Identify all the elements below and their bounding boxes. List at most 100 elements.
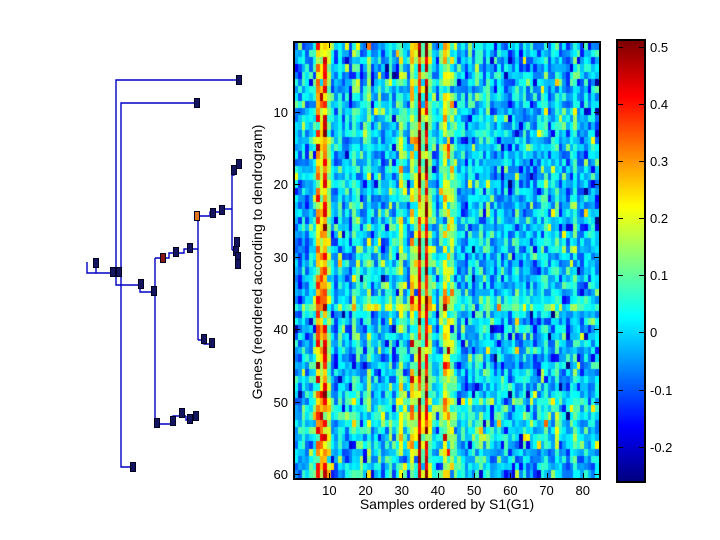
x-tick-label: 10 [322,483,337,498]
axis-tick [594,184,599,186]
dendrogram-node-marker [231,165,237,175]
axis-tick [582,43,584,48]
axis-tick [295,474,300,476]
dendrogram-node-marker [201,334,207,344]
colorbar-gradient [618,41,644,481]
axis-tick [639,389,644,391]
axis-tick [365,473,367,478]
axis-tick [594,256,599,258]
dendrogram-node-marker [209,338,215,348]
axis-tick [639,161,644,162]
dendrogram-node-marker [154,418,160,428]
axis-tick [437,473,439,478]
axis-tick [594,111,599,113]
axis-tick [618,161,623,162]
axis-tick [546,473,548,478]
dendrogram-branch [115,79,238,273]
colorbar-tick-label: 0.3 [650,154,669,169]
axis-tick [639,275,644,277]
axis-tick [594,329,599,331]
y-tick-label: 40 [273,322,288,338]
x-tick-label: 70 [539,483,554,498]
axis-tick [594,401,599,403]
dendrogram-node-marker [235,259,241,269]
colorbar-tick-label: 0 [650,325,658,341]
colorbar-tick-label: 0.5 [650,39,669,55]
axis-tick [295,256,300,258]
dendrogram-node-marker [179,408,185,418]
dendrogram-node-marker [187,243,193,253]
dendrogram-node-marker [93,258,99,268]
axis-tick [618,332,623,334]
x-axis-label: Samples ordered by S1(G1) [359,496,535,512]
colorbar-tick-label: 0.2 [650,211,669,227]
dendrogram-node-marker [187,414,193,424]
y-tick-label: 50 [273,394,288,410]
dendrogram-node-marker [138,279,144,289]
y-tick-label: 60 [273,467,288,483]
axis-tick [639,446,644,448]
x-tick-label: 50 [466,483,482,498]
axis-tick [401,473,403,478]
heatmap-axes [293,41,601,480]
axis-tick [594,474,599,476]
axis-tick [401,43,403,48]
dendrogram-node-marker [219,205,225,215]
axis-tick [295,184,300,186]
heatmap [295,43,599,478]
x-tick-label: 40 [430,483,446,498]
y-tick-label: 20 [273,177,288,193]
axis-tick [329,473,331,478]
dendrogram-branch [120,273,132,468]
dendrogram-node-marker [130,462,136,472]
axis-tick [582,473,584,478]
colorbar-tick-label: -0.1 [650,382,673,398]
axis-tick [618,103,623,105]
axis-tick [618,218,623,220]
axis-tick [474,43,476,48]
axis-tick [295,401,300,403]
x-tick-label: 30 [394,483,409,498]
axis-tick [474,473,476,478]
axis-tick [618,275,623,277]
axis-tick [510,473,512,478]
x-tick-label: 60 [503,483,518,498]
colorbar-tick-label: -0.2 [650,439,673,455]
dendrogram-node-marker [234,237,240,247]
dendrogram-node-marker [194,211,200,221]
dendrogram-node-marker [236,75,242,85]
axis-tick [639,332,644,334]
x-tick-label: 80 [575,483,590,498]
axis-tick [546,43,548,48]
axis-tick [329,43,331,48]
dendrogram-node-marker [173,247,179,257]
axis-tick [618,46,623,48]
dendrogram-node-marker [170,416,176,426]
axis-tick [639,218,644,220]
dendrogram-node-marker [194,98,200,108]
dendrogram-node-marker [151,286,157,296]
y-tick-label: 10 [273,104,288,120]
dendrogram-node-marker [110,267,116,277]
dendrogram-branch [120,102,196,273]
dendrogram-node-marker [116,267,122,277]
y-tick-label: 30 [273,249,288,265]
dendrogram-node-marker [160,253,166,263]
dendrogram-node-marker [210,208,216,218]
colorbar [616,39,646,483]
x-tick-label: 20 [358,483,373,498]
axis-tick [295,111,300,113]
axis-tick [510,43,512,48]
dendrogram-node-marker [236,159,242,169]
axis-tick [639,103,644,105]
axis-tick [618,446,623,448]
axis-tick [639,46,644,48]
dendrogram-node-marker [193,411,199,421]
axis-tick [437,43,439,48]
colorbar-tick-label: 0.1 [650,268,669,284]
dendrogram-branch [86,262,113,274]
axis-tick [365,43,367,48]
axis-tick [295,329,300,331]
